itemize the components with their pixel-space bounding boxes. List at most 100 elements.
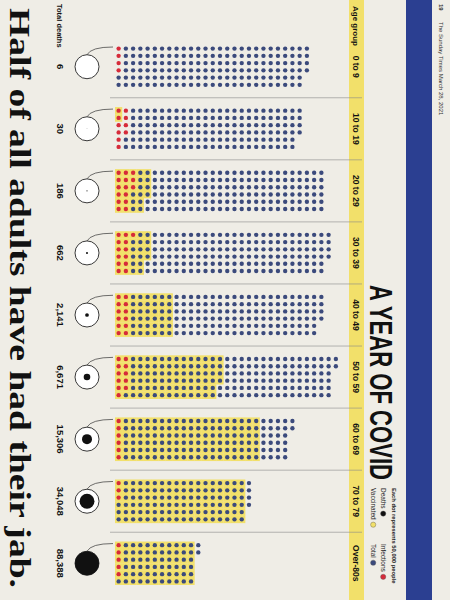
vaccinated-cell xyxy=(158,417,165,424)
vaccinated-cell xyxy=(129,384,136,391)
population-dot xyxy=(167,309,171,313)
vaccinated-cell xyxy=(129,479,136,486)
population-dot xyxy=(196,109,200,113)
vaccinated-cell xyxy=(165,377,172,384)
vaccinated-cell xyxy=(122,432,129,439)
population-dot xyxy=(124,46,128,50)
population-dot xyxy=(167,426,171,430)
population-dot xyxy=(254,145,258,149)
separator xyxy=(110,346,362,347)
population-dot xyxy=(196,123,200,127)
population-dot xyxy=(247,433,251,437)
vaccinated-cell xyxy=(129,370,136,377)
vaccinated-cell xyxy=(158,322,165,329)
vaccinated-cell xyxy=(122,191,129,198)
population-dot xyxy=(131,123,135,127)
vaccinated-cell xyxy=(151,315,158,322)
vaccinated-cell xyxy=(151,293,158,300)
population-dot xyxy=(160,419,164,423)
population-dot xyxy=(218,379,222,383)
population-dot xyxy=(124,510,128,514)
x-tick-label: Over-80s xyxy=(351,545,361,582)
population-dot xyxy=(189,192,193,196)
population-dot xyxy=(218,386,222,390)
vaccinated-cell xyxy=(144,516,151,523)
infection-dot xyxy=(116,379,120,383)
population-dot xyxy=(174,357,178,361)
population-dot xyxy=(167,123,171,127)
population-dot xyxy=(232,240,236,244)
population-dot xyxy=(145,481,149,485)
population-dot xyxy=(247,171,251,175)
infection-dot xyxy=(124,207,128,211)
population-dot xyxy=(261,316,265,320)
population-dot xyxy=(167,371,171,375)
population-dot xyxy=(124,441,128,445)
population-dot xyxy=(174,324,178,328)
population-dot xyxy=(182,262,186,266)
vaccinated-cell xyxy=(151,392,158,399)
population-dot xyxy=(167,116,171,120)
population-dot xyxy=(174,481,178,485)
vaccinated-cell xyxy=(238,432,245,439)
population-dot xyxy=(232,302,236,306)
population-dot xyxy=(261,254,265,258)
population-dot xyxy=(218,393,222,397)
population-dot xyxy=(182,481,186,485)
population-dot xyxy=(261,331,265,335)
population-dot xyxy=(189,419,193,423)
vaccinated-cell xyxy=(209,501,216,508)
population-dot xyxy=(290,109,294,113)
population-dot xyxy=(203,123,207,127)
population-dot xyxy=(334,364,338,368)
infection-dot xyxy=(116,254,120,258)
population-dot xyxy=(124,572,128,576)
population-dot xyxy=(269,123,273,127)
population-dot xyxy=(211,503,215,507)
separators xyxy=(110,98,362,532)
population-dot xyxy=(290,419,294,423)
population-dot xyxy=(283,269,287,273)
legend-label: Deaths xyxy=(380,488,387,509)
population-dot xyxy=(196,61,200,65)
population-dot xyxy=(131,393,135,397)
vaccinated-cell xyxy=(144,432,151,439)
population-dot xyxy=(174,572,178,576)
population-dot xyxy=(196,433,200,437)
population-dot xyxy=(283,316,287,320)
population-dot xyxy=(138,495,142,499)
vaccinated-cell xyxy=(137,198,144,205)
population-dot xyxy=(131,495,135,499)
population-dot xyxy=(189,433,193,437)
population-dot xyxy=(305,207,309,211)
vaccinated-cell xyxy=(144,184,151,191)
vaccinated-cell xyxy=(122,355,129,362)
population-dot xyxy=(174,145,178,149)
population-dot xyxy=(283,123,287,127)
population-dot xyxy=(269,185,273,189)
death-disc xyxy=(86,252,88,254)
population-dot xyxy=(225,254,229,258)
vaccinated-cell xyxy=(165,563,172,570)
vaccinated-cell xyxy=(202,392,209,399)
infection-dot xyxy=(116,426,120,430)
population-dot xyxy=(232,185,236,189)
population-dot xyxy=(247,75,251,79)
vaccinated-cell xyxy=(165,494,172,501)
vaccinated-cell xyxy=(122,549,129,556)
population-dot xyxy=(153,171,157,175)
vaccinated-cell xyxy=(129,571,136,578)
vaccinated-cell xyxy=(223,417,230,424)
population-dot xyxy=(211,75,215,79)
population-dot xyxy=(232,200,236,204)
population-dot xyxy=(174,68,178,72)
population-dot xyxy=(174,54,178,58)
population-dot xyxy=(167,579,171,583)
vaccinated-cell xyxy=(122,392,129,399)
vaccinated-cell xyxy=(209,377,216,384)
population-dot xyxy=(312,207,316,211)
population-dot xyxy=(319,185,323,189)
population-dot xyxy=(174,185,178,189)
population-dot xyxy=(167,247,171,251)
population-dot xyxy=(247,393,251,397)
